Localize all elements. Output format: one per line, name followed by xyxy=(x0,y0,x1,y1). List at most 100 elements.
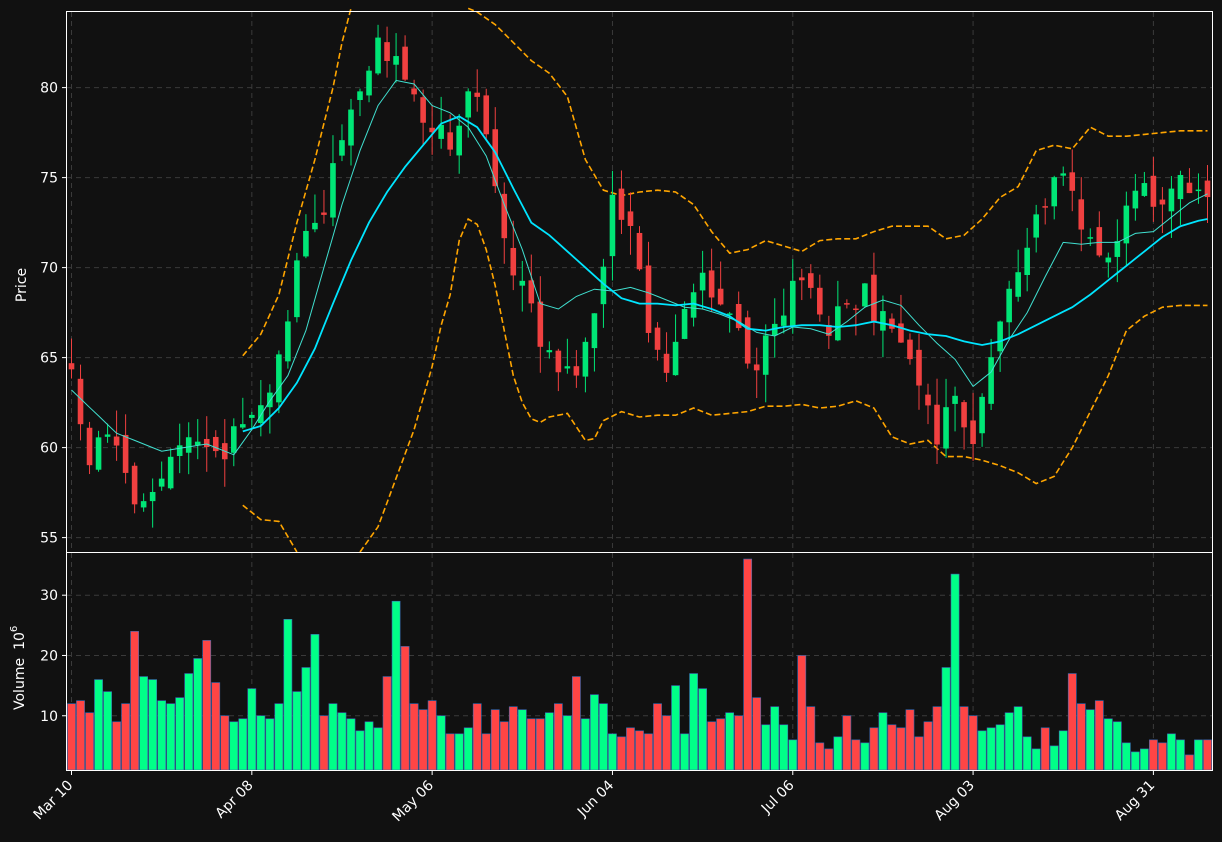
volume-bar xyxy=(860,742,870,771)
volume-bar xyxy=(364,721,374,771)
volume-bar xyxy=(328,703,338,771)
candle xyxy=(1150,157,1157,222)
candle xyxy=(384,26,390,78)
candle xyxy=(735,291,742,331)
candle-body xyxy=(546,350,553,353)
candle-body xyxy=(726,313,733,315)
sma-slow-line xyxy=(242,115,1208,433)
candle-body xyxy=(789,280,796,326)
candle-body xyxy=(249,414,255,418)
price-tick-label: 80 xyxy=(40,81,58,97)
candle xyxy=(158,461,165,491)
candle-body xyxy=(1051,177,1058,207)
volume-bar xyxy=(599,703,608,771)
volume-bar xyxy=(671,685,680,771)
candle-body xyxy=(86,427,93,466)
candle xyxy=(348,98,354,166)
candle-body xyxy=(131,465,138,505)
candle-body xyxy=(393,56,399,65)
volume-label-text: Volume xyxy=(12,658,28,710)
candle-body xyxy=(510,247,517,276)
candle xyxy=(1069,149,1076,212)
volume-bar xyxy=(1140,748,1149,771)
volume-bar xyxy=(166,703,176,771)
candle xyxy=(744,310,751,369)
volume-bar xyxy=(815,742,825,771)
candle xyxy=(1078,177,1085,252)
volume-bar xyxy=(382,676,392,771)
candle-body xyxy=(203,438,210,447)
volume-bar xyxy=(1058,730,1068,771)
candle-body xyxy=(492,129,499,187)
candle xyxy=(393,33,399,83)
volume-bar xyxy=(229,721,239,771)
volume-bar xyxy=(355,730,365,771)
candle xyxy=(447,114,453,156)
candle-body xyxy=(1015,272,1021,297)
candle-body xyxy=(835,306,841,341)
candle-body xyxy=(303,230,309,257)
volume-bar xyxy=(436,715,446,771)
candle-body xyxy=(663,353,670,373)
candle-body xyxy=(618,188,625,220)
volume-bar xyxy=(1013,706,1023,771)
candle xyxy=(663,332,670,383)
price-axis-label: Price xyxy=(14,268,30,302)
volume-bar xyxy=(851,739,861,771)
candle-body xyxy=(889,318,895,329)
volume-bar xyxy=(563,715,572,771)
volume-bar xyxy=(85,712,94,771)
candle-body xyxy=(339,140,345,156)
candle xyxy=(402,35,408,82)
sma-fast-line xyxy=(71,79,1208,456)
bollinger-upper-line xyxy=(242,8,352,357)
candle-body xyxy=(122,434,129,473)
volume-bar xyxy=(581,718,590,771)
candle-body xyxy=(348,109,354,146)
volume-bar xyxy=(968,715,978,771)
candle xyxy=(1141,171,1148,197)
candle xyxy=(258,380,264,437)
volume-bar xyxy=(626,727,635,771)
volume-bar xyxy=(932,706,942,771)
volume-bar xyxy=(1176,739,1185,771)
candles xyxy=(68,24,1211,528)
price-tick-label: 60 xyxy=(40,441,58,457)
candle xyxy=(86,421,93,475)
volume-bar xyxy=(761,724,771,771)
candle xyxy=(1114,219,1121,283)
candle xyxy=(1042,198,1049,225)
volume-bar xyxy=(139,676,148,771)
volume-bar xyxy=(986,727,996,771)
price-y-ticks: 55 60 65 70 75 80 xyxy=(40,81,67,547)
volume-bar xyxy=(653,703,662,771)
candle xyxy=(672,314,679,376)
volume-bar xyxy=(662,715,671,771)
volume-bar xyxy=(112,721,121,771)
volume-bar xyxy=(1121,742,1131,771)
candle xyxy=(420,89,426,146)
candle-body xyxy=(609,194,616,257)
candle-body xyxy=(438,124,444,139)
volume-bar xyxy=(1149,739,1158,771)
volume-bar xyxy=(193,658,203,771)
volume-bar xyxy=(472,703,482,771)
candle xyxy=(988,338,994,410)
volume-bar xyxy=(202,640,212,771)
candle xyxy=(546,341,553,359)
candle-body xyxy=(185,437,192,453)
candle xyxy=(555,348,562,392)
candle xyxy=(167,448,174,490)
volume-bar xyxy=(1131,751,1140,771)
volume-bar xyxy=(1040,727,1050,771)
moving-averages xyxy=(71,79,1208,456)
volume-bar xyxy=(220,715,230,771)
candle xyxy=(1123,191,1130,267)
volume-bar xyxy=(1094,700,1104,771)
candle xyxy=(789,259,796,334)
candle-body xyxy=(537,301,544,347)
volume-bar xyxy=(725,712,735,771)
candle xyxy=(240,397,246,430)
candle-body xyxy=(744,317,751,364)
